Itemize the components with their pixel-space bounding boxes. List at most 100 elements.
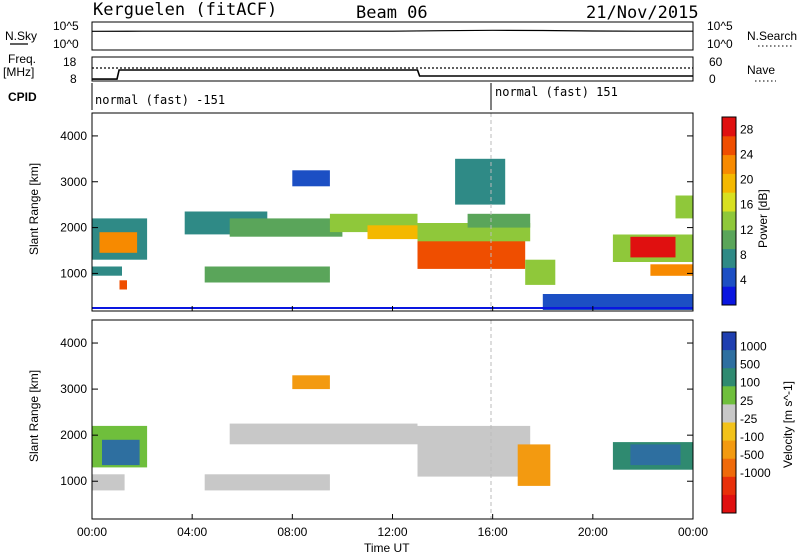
colorbar-swatch — [722, 386, 736, 405]
power-ylabel: Slant Range [km] — [27, 163, 41, 255]
freq-tick-low: 8 — [70, 72, 77, 86]
y-tick-label: 3000 — [60, 382, 87, 396]
colorbar-swatch — [722, 229, 736, 250]
echo-region — [467, 213, 531, 228]
colorbar-tick-label: 16 — [740, 198, 754, 212]
freq-tick-high: 18 — [63, 55, 77, 69]
colorbar-swatch — [722, 458, 736, 478]
colorbar-tick-label: 8 — [740, 248, 747, 262]
nsky-tick-low: 10^0 — [53, 37, 79, 51]
colorbar-swatch — [722, 192, 736, 212]
echo-region — [525, 259, 556, 285]
nsky-tick-high: 10^5 — [53, 19, 79, 33]
nsky-line — [91, 29, 693, 32]
echo-region — [630, 444, 681, 466]
colorbar-swatch — [722, 440, 736, 460]
echo-region — [102, 439, 140, 466]
echo-region — [417, 236, 526, 269]
x-tick-label: 12:00 — [377, 525, 407, 539]
echo-region — [229, 423, 418, 445]
frequency-panel: Freq. [MHz] 18 8 60 0 Nave — [3, 52, 776, 86]
colorbar-tick-label: 28 — [740, 123, 754, 137]
echo-region — [204, 474, 330, 491]
beam-title: Beam 06 — [356, 3, 428, 23]
echo-region — [99, 232, 138, 253]
echo-region — [417, 425, 531, 477]
colorbar-tick-label: -500 — [740, 448, 764, 462]
velocity-panel: 1000 2000 3000 4000 Slant Range [km] 00:00 0… — [27, 319, 795, 554]
y-tick-label: 2000 — [60, 221, 87, 235]
echo-region — [292, 375, 330, 390]
colorbar-tick-label: 1000 — [740, 339, 767, 353]
colorbar-tick-label: 12 — [740, 223, 754, 237]
echo-region — [204, 266, 330, 283]
nave-label: Nave — [747, 63, 775, 77]
nave-tick-low: 0 — [709, 72, 716, 86]
colorbar-swatch — [722, 173, 736, 193]
power-colorbar-label: Power [dB] — [756, 189, 770, 248]
cpid-label: CPID — [8, 90, 37, 104]
nsky-label: N.Sky — [5, 29, 37, 43]
colorbar-swatch — [722, 404, 736, 423]
y-tick-label: 4000 — [60, 129, 87, 143]
nsearch-label: N.Search — [747, 29, 797, 43]
x-tick-label: 08:00 — [277, 525, 307, 539]
colorbar-swatch — [722, 422, 736, 442]
colorbar-tick-label: -25 — [740, 412, 758, 426]
colorbar-swatch — [722, 267, 736, 287]
colorbar-swatch — [722, 248, 736, 268]
echo-region — [92, 266, 122, 276]
freq-label-2: [MHz] — [3, 65, 34, 79]
echo-region — [650, 264, 693, 276]
nave-tick-high: 60 — [709, 55, 723, 69]
colorbar-swatch — [722, 154, 736, 174]
cpid-segment-1: normal (fast) -151 — [95, 93, 225, 107]
x-tick-label: 16:00 — [478, 525, 508, 539]
y-tick-label: 1000 — [60, 266, 87, 280]
date-title: 21/Nov/2015 — [586, 3, 699, 23]
echo-region — [630, 236, 676, 258]
echo-region — [367, 225, 418, 240]
power-panel: 1000 2000 3000 4000 Slant Range [km] 4 8 12 16… — [27, 112, 770, 312]
cpid-segment-2: normal (fast) 151 — [495, 85, 618, 99]
colorbar-swatch — [722, 135, 736, 156]
colorbar-tick-label: -1000 — [740, 466, 771, 480]
y-tick-label: 3000 — [60, 175, 87, 189]
colorbar-swatch — [722, 368, 736, 387]
colorbar-swatch — [722, 350, 736, 369]
echo-region — [92, 474, 125, 491]
echo-region — [229, 218, 343, 237]
velocity-colorbar-label: Velocity [m s^-1] — [781, 381, 795, 468]
echo-region — [292, 170, 330, 187]
y-tick-label: 1000 — [60, 474, 87, 488]
x-tick-label: 20:00 — [578, 525, 608, 539]
colorbar-swatch — [722, 332, 736, 351]
colorbar-tick-label: 25 — [740, 394, 754, 408]
colorbar-swatch — [722, 211, 736, 231]
colorbar-swatch — [722, 494, 736, 514]
y-tick-label: 4000 — [60, 336, 87, 350]
colorbar-tick-label: 500 — [740, 358, 760, 372]
nsearch-tick-low: 10^0 — [707, 37, 733, 51]
noise-panel: N.Sky 10^5 10^0 N.Search 10^5 10^0 — [5, 19, 797, 51]
x-tick-label: 04:00 — [177, 525, 207, 539]
cpid-panel: CPID normal (fast) -151 normal (fast) 15… — [8, 83, 618, 110]
echo-region — [675, 195, 693, 219]
nsearch-tick-high: 10^5 — [707, 19, 733, 33]
freq-label-1: Freq. — [8, 52, 36, 66]
colorbar-tick-label: 20 — [740, 173, 754, 187]
x-tick-label: 00:00 — [77, 525, 107, 539]
colorbar-tick-label: -100 — [740, 430, 764, 444]
colorbar-swatch — [722, 117, 736, 137]
colorbar-tick-label: 24 — [740, 148, 754, 162]
colorbar-swatch — [722, 286, 736, 306]
velocity-xlabel: Time UT — [364, 541, 410, 554]
colorbar-tick-label: 4 — [740, 273, 747, 287]
radar-title: Kerguelen (fitACF) — [93, 0, 277, 20]
echo-region — [517, 444, 551, 486]
y-tick-label: 2000 — [60, 428, 87, 442]
velocity-ylabel: Slant Range [km] — [27, 370, 41, 462]
frequency-line — [92, 69, 693, 80]
x-tick-label: 00:00 — [678, 525, 708, 539]
